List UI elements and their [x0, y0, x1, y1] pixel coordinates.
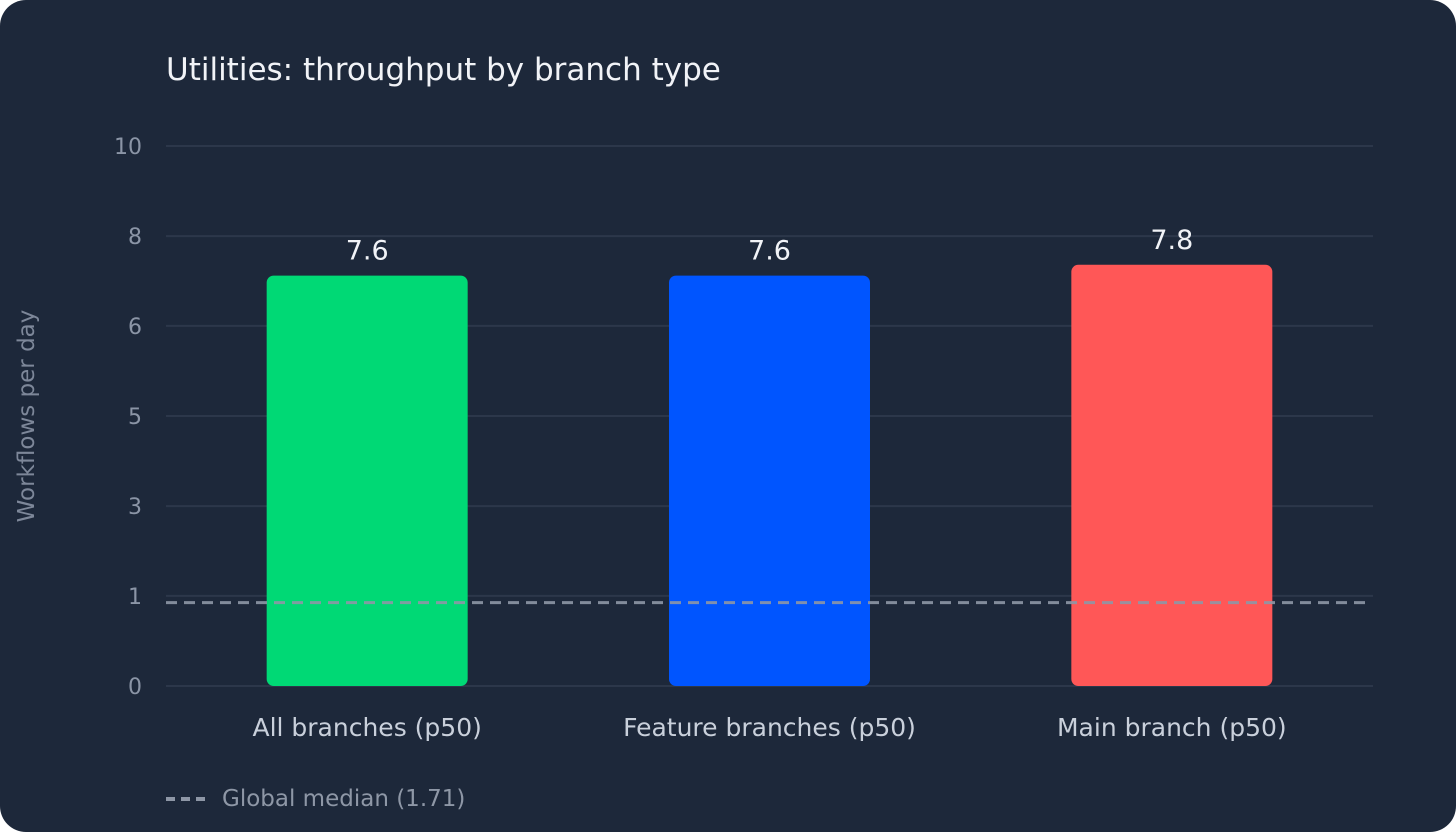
y-tick-label-0: 0: [128, 675, 142, 700]
legend-label-global-median: Global median (1.71): [222, 786, 466, 812]
x-category-label-2: Main branch (p50): [1057, 713, 1287, 742]
bar-value-label-1: 7.6: [748, 236, 791, 267]
y-tick-label-4: 6: [128, 315, 142, 340]
y-axis-label: Workflows per day: [14, 310, 40, 523]
legend-dashed-line-swatch: [166, 797, 206, 801]
bars: [266, 264, 1273, 686]
y-tick-label-6: 10: [114, 135, 142, 160]
bar-value-label-2: 7.8: [1150, 225, 1193, 256]
legend: Global median (1.71): [166, 784, 465, 814]
x-category-label-0: All branches (p50): [252, 713, 481, 742]
bar-2: [1071, 264, 1273, 686]
y-tick-label-3: 5: [128, 405, 142, 430]
y-tick-label-1: 1: [128, 585, 142, 610]
y-axis-ticks: 0 1 3 5 6 8 10: [114, 135, 142, 700]
x-category-label-1: Feature branches (p50): [623, 713, 916, 742]
value-labels: 7.6 7.6 7.8: [346, 225, 1194, 267]
chart-title: Utilities: throughput by branch type: [166, 52, 721, 88]
bar-0: [266, 275, 468, 686]
bar-1: [669, 275, 870, 686]
x-axis-labels: All branches (p50) Feature branches (p50)…: [252, 713, 1286, 742]
y-tick-label-5: 8: [128, 225, 142, 250]
y-tick-label-2: 3: [128, 495, 142, 520]
bar-value-label-0: 7.6: [346, 236, 389, 267]
